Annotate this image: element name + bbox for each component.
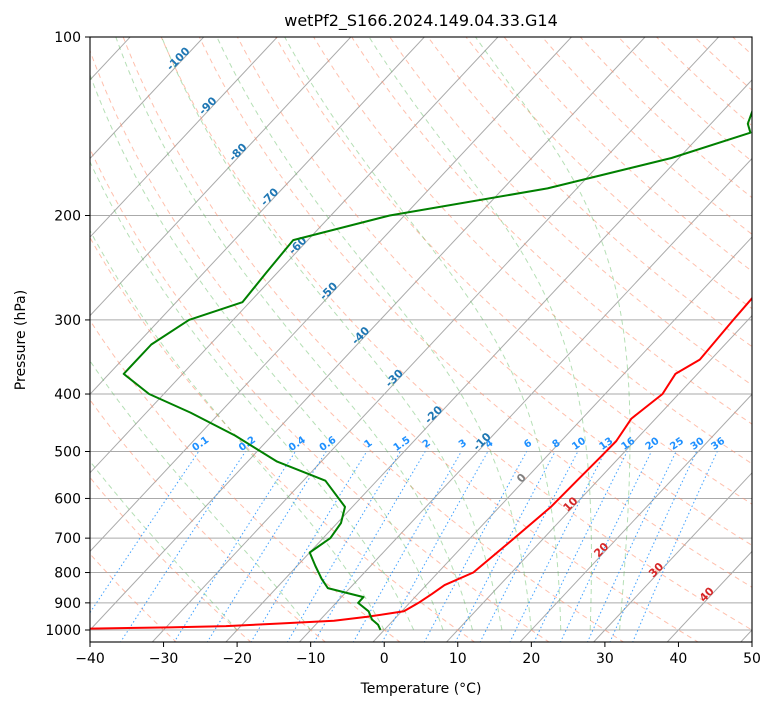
- dry-adiabat-line: [90, 399, 327, 642]
- dry-adiabat-line: [541, 37, 752, 235]
- mixing-ratio-line: [381, 451, 489, 642]
- plot-frame: [89, 36, 753, 643]
- moist-adiabat-line: [216, 37, 532, 631]
- y-tick-label: 400: [54, 387, 81, 403]
- y-axis-label: Pressure (hPa): [13, 290, 29, 390]
- x-tick-label: −40: [75, 651, 105, 667]
- moist-adiabat-line: [115, 37, 473, 631]
- mixing-ratio-line: [250, 451, 368, 642]
- dry-adiabat-line: [198, 37, 752, 588]
- dry-adiabat-line: [122, 37, 699, 642]
- isotherm-line: [519, 393, 752, 642]
- isotherm-line: [151, 37, 720, 642]
- y-tick-label: 100: [54, 30, 81, 46]
- dry-adiabat-line: [427, 37, 752, 348]
- moist-adiabat-line: [90, 460, 238, 631]
- isotherm-line: [298, 157, 752, 642]
- moist-adiabat-line: [284, 37, 562, 631]
- mixing-ratio-line: [173, 451, 296, 642]
- x-tick-label: −10: [296, 651, 326, 667]
- dry-adiabat-line: [617, 37, 752, 163]
- mixing-ratio-line: [509, 451, 606, 642]
- dewpoint-profile-line: [122, 109, 752, 631]
- isotherm-line: [445, 314, 752, 642]
- y-tick-label: 200: [54, 209, 81, 225]
- x-tick-label: 50: [743, 651, 761, 667]
- x-tick-label: −20: [222, 651, 252, 667]
- moist-adiabat-line: [90, 360, 312, 631]
- y-tick-label: 1000: [45, 623, 81, 639]
- x-tick-label: 10: [449, 651, 467, 667]
- isotherm-line: [90, 37, 352, 317]
- isotherm-line: [225, 79, 752, 642]
- dry-adiabat-line: [389, 37, 752, 386]
- y-tick-label: 600: [54, 491, 81, 507]
- y-tick-label: 800: [54, 566, 81, 582]
- mixing-ratio-line: [423, 451, 528, 642]
- x-tick-label: 40: [670, 651, 688, 667]
- x-tick-label: −30: [149, 651, 179, 667]
- x-tick-label: 0: [380, 651, 389, 667]
- dry-adiabat-line: [90, 236, 476, 642]
- isotherm-line: [90, 37, 499, 474]
- isotherm-line: [372, 236, 752, 642]
- dry-adiabat-line: [465, 37, 752, 310]
- y-tick-label: 900: [54, 596, 81, 612]
- dry-adiabat-line: [160, 37, 752, 631]
- moist-adiabat-line: [475, 37, 631, 631]
- isotherm-line: [90, 37, 573, 553]
- y-tick-label: 300: [54, 313, 81, 329]
- dry-adiabat-line: [90, 147, 550, 642]
- x-tick-label: 30: [596, 651, 614, 667]
- dry-adiabat-line: [274, 37, 752, 505]
- moist-adiabat-line: [368, 37, 592, 630]
- x-tick-label: 20: [522, 651, 540, 667]
- y-tick-label: 500: [54, 444, 81, 460]
- dry-adiabat-line: [351, 37, 752, 425]
- dry-adiabat-line: [579, 37, 752, 199]
- isotherm-line: [90, 37, 205, 160]
- moist-adiabat-line: [90, 73, 444, 631]
- isotherm-line: [90, 37, 426, 395]
- dry-adiabat-line: [90, 49, 625, 642]
- isotherm-line: [592, 472, 752, 642]
- moist-adiabat-line: [90, 229, 385, 631]
- dry-adiabat-line: [313, 37, 752, 465]
- y-tick-label: 700: [54, 531, 81, 547]
- isotherm-line: [90, 37, 646, 631]
- mixing-ratio-line: [632, 451, 718, 642]
- dry-adiabat-line: [90, 476, 252, 642]
- dry-adiabat-line: [503, 37, 752, 272]
- moist-adiabat-line: [161, 37, 503, 631]
- isotherm-line: [90, 37, 278, 238]
- chart-title: wetPf2_S166.2024.149.04.33.G14: [284, 11, 558, 31]
- temperature-profile-line: [90, 296, 752, 630]
- mixing-ratio-line: [119, 451, 246, 642]
- mixing-ratio-line: [533, 451, 628, 642]
- x-axis-label: Temperature (°C): [360, 681, 482, 697]
